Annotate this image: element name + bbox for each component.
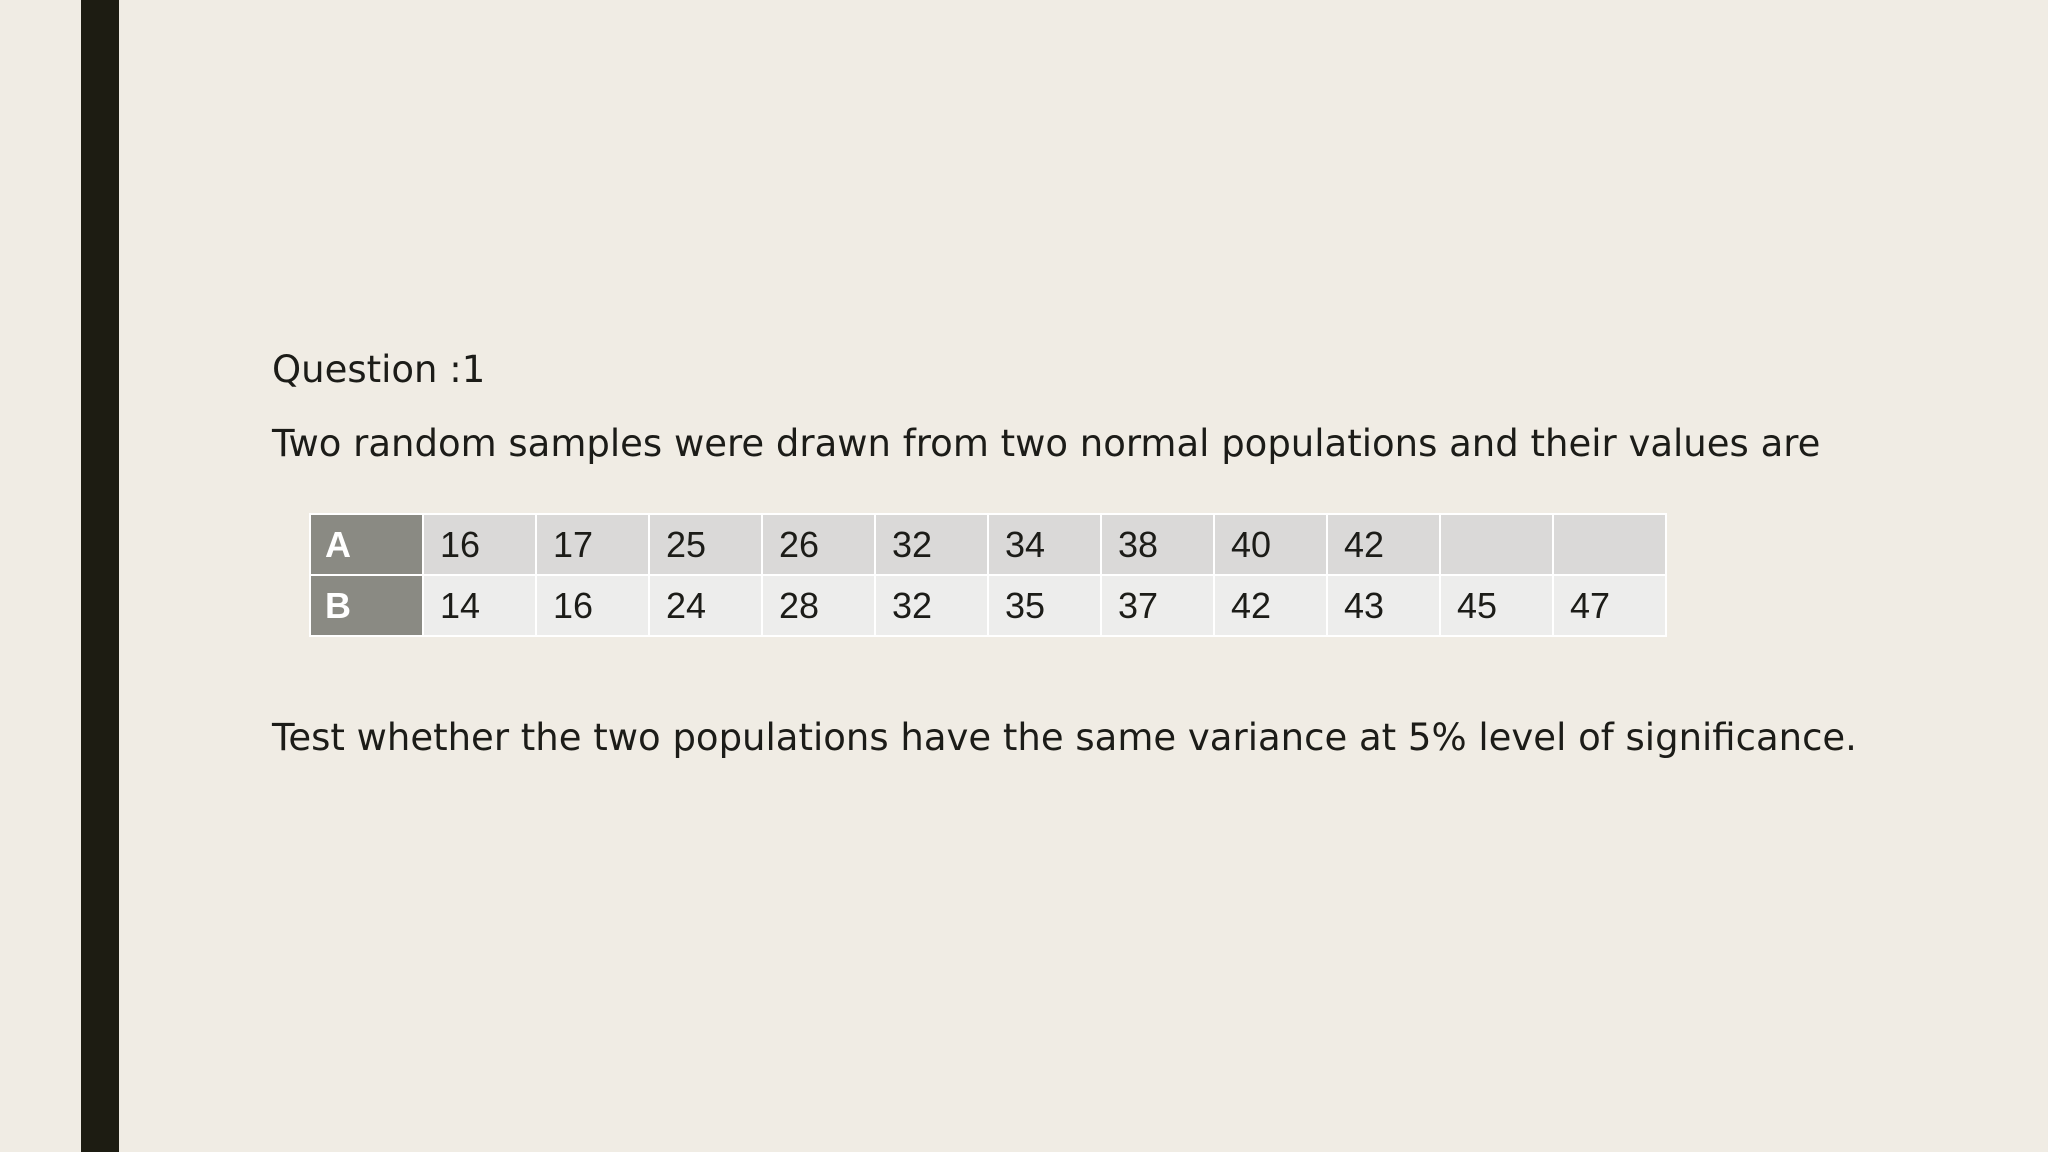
table-row-sample-a: A 16 17 25 26 32 34 38 40 42	[309, 513, 1667, 576]
table-cell: 42	[1213, 574, 1328, 637]
table-cell: 26	[761, 513, 876, 576]
question-title: Question :1	[272, 348, 486, 391]
table-cell: 28	[761, 574, 876, 637]
table-cell: 47	[1552, 574, 1667, 637]
table-cell: 42	[1326, 513, 1441, 576]
table-cell: 32	[874, 513, 989, 576]
row-label-a: A	[309, 513, 424, 576]
decorative-left-bar	[81, 0, 119, 1152]
table-cell: 25	[648, 513, 763, 576]
table-cell: 14	[422, 574, 537, 637]
table-row-sample-b: B 14 16 24 28 32 35 37 42 43 45 47	[309, 574, 1667, 637]
table-cell-empty	[1439, 513, 1554, 576]
table-cell: 32	[874, 574, 989, 637]
table-cell: 16	[422, 513, 537, 576]
table-cell: 17	[535, 513, 650, 576]
test-statement-text: Test whether the two populations have th…	[272, 716, 1857, 759]
table-cell: 45	[1439, 574, 1554, 637]
table-cell: 34	[987, 513, 1102, 576]
table-cell: 35	[987, 574, 1102, 637]
question-intro-text: Two random samples were drawn from two n…	[272, 422, 1821, 465]
table-cell: 38	[1100, 513, 1215, 576]
table-cell: 43	[1326, 574, 1441, 637]
table-cell: 37	[1100, 574, 1215, 637]
row-label-b: B	[309, 574, 424, 637]
table-cell: 40	[1213, 513, 1328, 576]
table-cell: 24	[648, 574, 763, 637]
table-cell-empty	[1552, 513, 1667, 576]
table-cell: 16	[535, 574, 650, 637]
samples-table: A 16 17 25 26 32 34 38 40 42 B 14 16 24 …	[309, 513, 1667, 637]
